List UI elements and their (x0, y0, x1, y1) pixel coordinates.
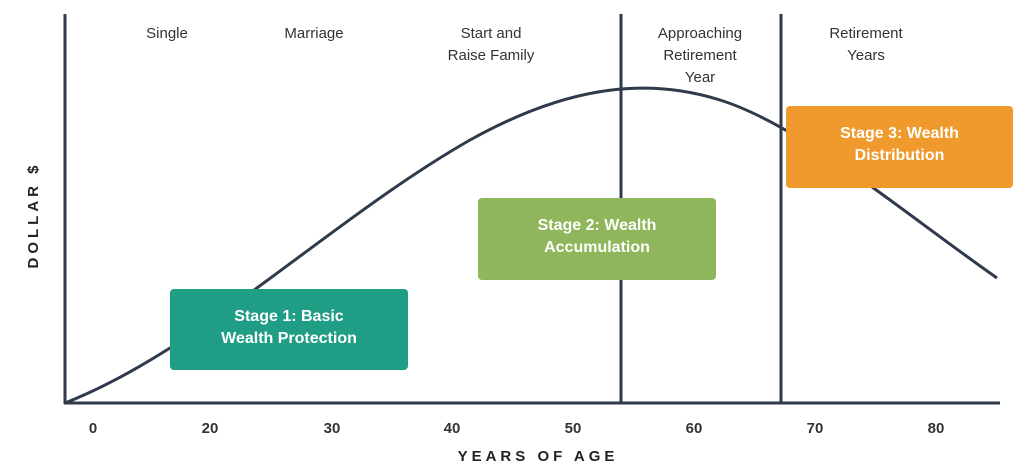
stage-box (478, 198, 716, 280)
stage-title: Stage 3: Wealth (840, 125, 959, 142)
stage-title: Stage 1: Basic (234, 308, 343, 325)
x-tick-label: 30 (324, 420, 341, 437)
x-tick-label: 40 (444, 420, 461, 437)
x-tick-label: 0 (89, 420, 97, 437)
stage-title-rest: Wealth (600, 217, 657, 234)
y-axis-title: DOLLAR $ (25, 162, 42, 269)
stage-number: Stage 1: (234, 308, 296, 325)
x-tick-label: 60 (686, 420, 703, 437)
stage-subtitle: Accumulation (544, 239, 650, 256)
phase-label: Raise Family (448, 47, 535, 64)
stage-number: Stage 3: (840, 125, 902, 142)
phase-label: Approaching (658, 25, 742, 42)
stage-title: Stage 2: Wealth (538, 217, 657, 234)
stage-box (170, 289, 408, 370)
phase-label: Year (685, 69, 715, 86)
stage-subtitle: Wealth Protection (221, 330, 357, 347)
stage-title-rest: Basic (297, 308, 344, 325)
stage-number: Stage 2: (538, 217, 600, 234)
phase-label: Retirement (663, 47, 737, 64)
x-tick-label: 50 (565, 420, 582, 437)
phase-label: Retirement (829, 25, 903, 42)
x-axis-title: YEARS OF AGE (458, 448, 619, 465)
phase-label: Start and (461, 25, 522, 42)
stage-title-rest: Wealth (902, 125, 959, 142)
stage-box (786, 106, 1013, 188)
stage-subtitle: Distribution (855, 147, 945, 164)
x-tick-label: 20 (202, 420, 219, 437)
phase-label: Marriage (284, 25, 343, 42)
x-tick-label: 80 (928, 420, 945, 437)
phase-label: Years (847, 47, 885, 64)
phase-label: Single (146, 25, 188, 42)
x-tick-label: 70 (807, 420, 824, 437)
